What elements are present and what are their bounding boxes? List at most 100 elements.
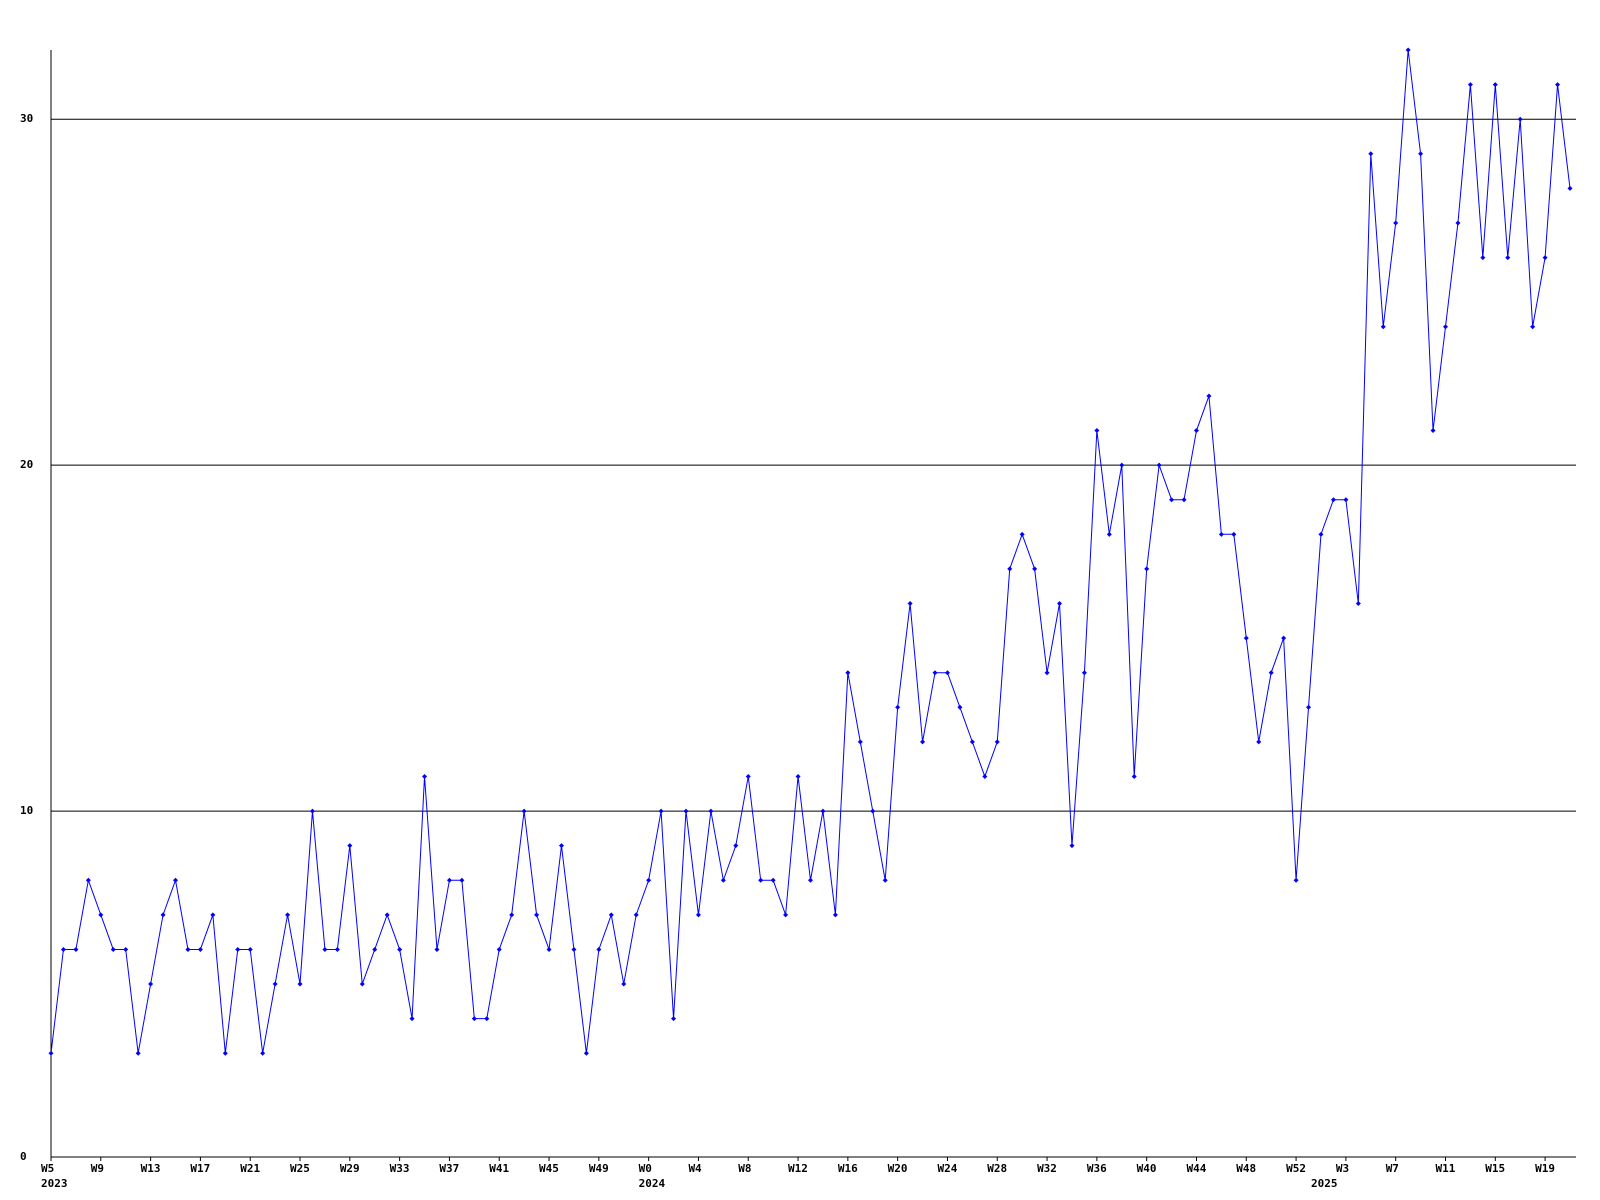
data-point bbox=[783, 912, 789, 918]
data-point bbox=[1517, 116, 1523, 122]
x-tick-label: W36 bbox=[1087, 1162, 1107, 1175]
data-point bbox=[509, 912, 515, 918]
data-point bbox=[820, 808, 826, 814]
x-tick-label: W17 bbox=[190, 1162, 210, 1175]
data-point bbox=[1418, 151, 1424, 157]
data-point bbox=[1330, 497, 1336, 503]
data-point bbox=[1393, 220, 1399, 226]
data-point bbox=[558, 843, 564, 849]
x-tick-label: W11 bbox=[1435, 1162, 1455, 1175]
x-tick-label: W7 bbox=[1386, 1162, 1399, 1175]
data-point bbox=[571, 946, 577, 952]
data-point bbox=[110, 946, 116, 952]
data-point bbox=[944, 670, 950, 676]
x-tick-label: W21 bbox=[240, 1162, 260, 1175]
data-point bbox=[808, 877, 813, 883]
year-label: 2025 bbox=[1311, 1177, 1338, 1190]
x-tick-label: W16 bbox=[838, 1162, 858, 1175]
data-point bbox=[708, 808, 714, 814]
data-point bbox=[1492, 82, 1498, 88]
year-label: 2024 bbox=[639, 1177, 666, 1190]
data-point bbox=[596, 946, 602, 952]
x-tick-label: W44 bbox=[1186, 1162, 1206, 1175]
data-point bbox=[695, 912, 701, 918]
data-point bbox=[297, 981, 303, 987]
year-label: 2023 bbox=[41, 1177, 68, 1190]
data-line bbox=[50, 49, 1571, 1054]
data-point bbox=[1542, 255, 1548, 261]
data-point bbox=[1106, 531, 1112, 537]
data-point bbox=[733, 843, 739, 849]
data-point bbox=[496, 946, 502, 952]
data-point bbox=[1380, 324, 1386, 330]
x-tick-label: W45 bbox=[539, 1162, 559, 1175]
data-point bbox=[1181, 497, 1187, 503]
x-tick-label: W3 bbox=[1336, 1162, 1349, 1175]
data-point bbox=[1144, 566, 1150, 572]
data-point bbox=[683, 808, 689, 814]
x-tick-label: W24 bbox=[937, 1162, 957, 1175]
data-point bbox=[1206, 393, 1212, 399]
data-point bbox=[1218, 531, 1224, 537]
data-point bbox=[197, 946, 203, 952]
data-point bbox=[334, 946, 340, 952]
data-point bbox=[98, 912, 104, 918]
data-point bbox=[1530, 324, 1536, 330]
x-tick-label: W29 bbox=[340, 1162, 360, 1175]
x-tick-label: W15 bbox=[1485, 1162, 1505, 1175]
data-point bbox=[135, 1050, 141, 1056]
data-point bbox=[1119, 462, 1125, 468]
x-tick-label: W40 bbox=[1137, 1162, 1157, 1175]
data-point bbox=[222, 1050, 228, 1056]
data-point bbox=[1156, 462, 1162, 468]
x-tick-label: W41 bbox=[489, 1162, 509, 1175]
data-point bbox=[770, 877, 776, 883]
data-point bbox=[471, 1016, 477, 1022]
data-point bbox=[260, 1050, 266, 1056]
data-point bbox=[720, 877, 726, 883]
x-tick-label: W12 bbox=[788, 1162, 808, 1175]
data-point bbox=[583, 1050, 589, 1056]
data-point bbox=[235, 946, 241, 952]
data-point bbox=[1318, 531, 1324, 537]
data-point bbox=[160, 912, 166, 918]
data-point bbox=[546, 946, 552, 952]
data-point bbox=[397, 946, 403, 952]
data-point bbox=[1094, 428, 1100, 434]
data-point bbox=[459, 877, 465, 883]
data-point bbox=[633, 912, 639, 918]
data-point bbox=[658, 808, 664, 814]
data-point bbox=[247, 946, 253, 952]
x-tick-label: W28 bbox=[987, 1162, 1007, 1175]
data-point bbox=[73, 946, 79, 952]
data-point bbox=[434, 946, 440, 952]
data-point bbox=[85, 877, 91, 883]
data-point bbox=[1081, 670, 1087, 676]
data-point bbox=[745, 773, 751, 779]
x-tick-label: W37 bbox=[439, 1162, 459, 1175]
x-tick-label: W9 bbox=[91, 1162, 104, 1175]
data-point bbox=[1281, 635, 1287, 641]
data-point bbox=[1306, 704, 1312, 710]
data-point bbox=[521, 808, 527, 814]
x-tick-label: W5 bbox=[41, 1162, 54, 1175]
data-point bbox=[185, 946, 191, 952]
data-point bbox=[994, 739, 1000, 745]
x-tick-label: W25 bbox=[290, 1162, 310, 1175]
x-tick-label: W0 bbox=[639, 1162, 652, 1175]
data-point bbox=[210, 912, 216, 918]
data-point bbox=[347, 843, 353, 849]
data-point bbox=[384, 912, 390, 918]
data-point bbox=[1293, 877, 1299, 883]
x-tick-label: W49 bbox=[589, 1162, 609, 1175]
data-point bbox=[1442, 324, 1448, 330]
data-point bbox=[409, 1016, 415, 1022]
data-point bbox=[845, 670, 851, 676]
data-point bbox=[621, 981, 627, 987]
data-point bbox=[309, 808, 315, 814]
data-point bbox=[1007, 566, 1013, 572]
data-point bbox=[1467, 82, 1473, 88]
data-point bbox=[1069, 843, 1075, 849]
